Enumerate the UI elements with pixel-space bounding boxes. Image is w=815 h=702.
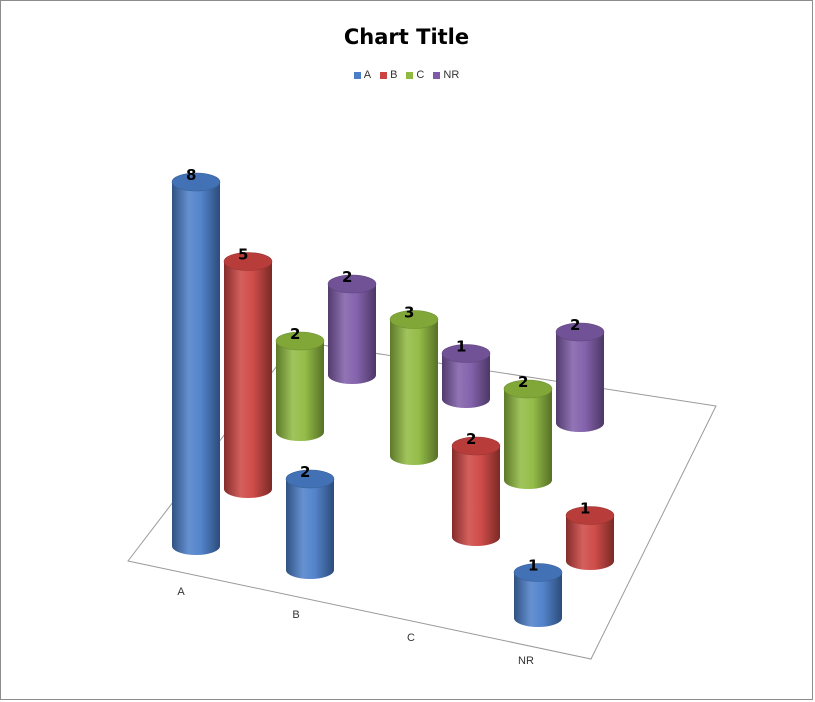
bar-c-b: 3 (389, 304, 439, 465)
cylinder-top (503, 379, 553, 399)
legend-item-b: B (380, 69, 397, 81)
cylinder-body (286, 479, 334, 579)
category-label-a: A (177, 586, 185, 598)
cylinder-top (565, 506, 615, 525)
cylinder-body (566, 515, 614, 570)
category-label-nr: NR (518, 655, 534, 667)
cylinder-top (513, 563, 563, 582)
cylinder-body (452, 446, 500, 546)
data-label: 2 (300, 463, 310, 481)
bar-b-a: 5 (223, 246, 273, 498)
cylinder-top (441, 344, 491, 363)
cylinder-top (275, 331, 325, 351)
data-label: 5 (238, 246, 248, 264)
cylinder-body (276, 341, 324, 441)
category-label-b: B (292, 609, 299, 621)
cylinder-top (451, 436, 501, 456)
cylinder-body (442, 353, 490, 408)
data-label: 2 (342, 268, 352, 286)
legend-item-c: C (406, 69, 424, 81)
data-label: 1 (580, 500, 590, 518)
legend-swatch (433, 71, 441, 79)
bar-c-c: 2 (503, 373, 553, 489)
cylinder-body (556, 332, 604, 432)
bar-b-nr: 1 (565, 500, 615, 570)
bar-c-a: 2 (275, 325, 325, 441)
legend-item-nr: NR (433, 69, 459, 81)
category-label-c: C (407, 632, 415, 644)
legend-label: B (390, 69, 398, 81)
cylinder-body (504, 389, 552, 489)
legend-item-a: A (353, 69, 372, 81)
bar-nr-b: 1 (441, 338, 491, 408)
cylinder-body (390, 319, 438, 465)
cylinder-top (223, 252, 273, 271)
data-label: 1 (528, 557, 538, 575)
bar-a-b: 2 (285, 463, 335, 579)
data-label: 3 (404, 304, 414, 322)
cylinder-body (172, 182, 220, 555)
bar-a-nr: 1 (513, 557, 563, 627)
data-label: 2 (466, 430, 476, 448)
data-label: 2 (518, 373, 528, 391)
legend-label: NR (443, 69, 460, 81)
chart-title: Chart Title (343, 25, 470, 49)
cylinder-body (224, 261, 272, 498)
cylinder-top (389, 310, 439, 329)
cylinder-body (328, 284, 376, 384)
cylinder-top (171, 172, 221, 192)
bar-nr-c: 2 (555, 316, 605, 432)
data-label: 2 (290, 325, 300, 343)
bar-b-c: 2 (451, 430, 501, 546)
legend-label: C (416, 69, 425, 81)
data-label: 8 (186, 166, 196, 184)
legend-label: A (363, 69, 372, 81)
cylinder-top (555, 322, 605, 342)
legend-swatch (406, 71, 414, 79)
cylinder-top (285, 469, 335, 489)
legend: A B C NR (1, 69, 812, 81)
cylinder-top (327, 274, 377, 294)
bar-a-a: 8 (171, 166, 221, 555)
bar-nr-a: 2 (327, 268, 377, 384)
data-label: 1 (456, 338, 466, 356)
legend-swatch (380, 71, 388, 79)
legend-swatch (353, 71, 361, 79)
cylinder-body (514, 572, 562, 627)
data-label: 2 (570, 316, 580, 334)
